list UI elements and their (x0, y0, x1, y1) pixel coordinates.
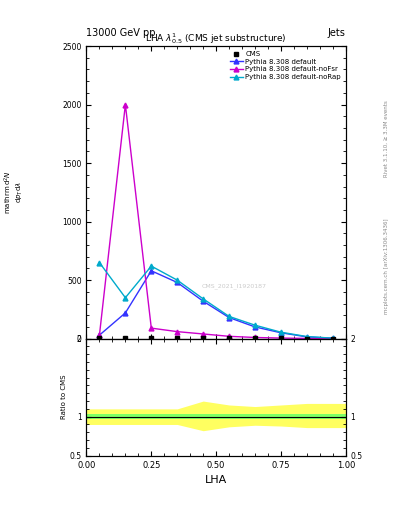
Pythia 8.308 default-noFsr (123, 101, 128, 108)
Pythia 8.308 default-noFsr (97, 332, 102, 338)
Pythia 8.308 default-noFsr (175, 329, 180, 335)
X-axis label: LHA: LHA (205, 475, 227, 485)
Pythia 8.308 default-noFsr (201, 331, 206, 337)
CMS (149, 335, 154, 341)
Line: Pythia 8.308 default-noRap: Pythia 8.308 default-noRap (97, 260, 335, 340)
Pythia 8.308 default-noFsr (227, 333, 231, 339)
Pythia 8.308 default-noRap (279, 329, 283, 335)
Pythia 8.308 default (305, 334, 309, 340)
Text: $\mathrm{mathrm\,d}^2N$
$\mathrm{d}p_T \mathrm{d}\lambda$: $\mathrm{mathrm\,d}^2N$ $\mathrm{d}p_T \… (2, 170, 25, 215)
Pythia 8.308 default-noRap (97, 260, 102, 266)
Pythia 8.308 default-noRap (305, 333, 309, 339)
Title: LHA $\lambda^{1}_{0.5}$ (CMS jet substructure): LHA $\lambda^{1}_{0.5}$ (CMS jet substru… (145, 31, 287, 46)
Pythia 8.308 default-noFsr (331, 335, 335, 342)
CMS (253, 335, 257, 342)
Pythia 8.308 default (149, 268, 154, 274)
Legend: CMS, Pythia 8.308 default, Pythia 8.308 default-noFsr, Pythia 8.308 default-noRa: CMS, Pythia 8.308 default, Pythia 8.308 … (227, 48, 344, 83)
Pythia 8.308 default (97, 332, 102, 338)
CMS (227, 335, 231, 342)
Pythia 8.308 default-noRap (149, 263, 154, 269)
Pythia 8.308 default (201, 298, 206, 304)
Pythia 8.308 default (175, 280, 180, 286)
Pythia 8.308 default-noFsr (279, 335, 283, 341)
CMS (97, 335, 102, 342)
Pythia 8.308 default-noRap (175, 277, 180, 283)
Line: CMS: CMS (97, 336, 335, 340)
Line: Pythia 8.308 default-noFsr: Pythia 8.308 default-noFsr (97, 102, 335, 341)
Pythia 8.308 default-noRap (253, 322, 257, 328)
Y-axis label: Ratio to CMS: Ratio to CMS (61, 375, 67, 419)
Text: 13000 GeV pp: 13000 GeV pp (86, 28, 156, 38)
Pythia 8.308 default-noRap (227, 313, 231, 319)
CMS (201, 335, 206, 342)
Pythia 8.308 default (253, 324, 257, 330)
Text: Jets: Jets (328, 28, 346, 38)
Line: Pythia 8.308 default: Pythia 8.308 default (97, 268, 335, 340)
Pythia 8.308 default (227, 314, 231, 321)
Pythia 8.308 default (331, 335, 335, 342)
Pythia 8.308 default-noFsr (149, 325, 154, 331)
Pythia 8.308 default (123, 310, 128, 316)
Pythia 8.308 default-noRap (123, 294, 128, 301)
Pythia 8.308 default (279, 330, 283, 336)
Text: Rivet 3.1.10, ≥ 3.3M events: Rivet 3.1.10, ≥ 3.3M events (384, 100, 389, 177)
Pythia 8.308 default-noFsr (305, 335, 309, 342)
Pythia 8.308 default-noRap (331, 335, 335, 342)
Pythia 8.308 default-noRap (201, 296, 206, 302)
Pythia 8.308 default-noFsr (253, 334, 257, 340)
CMS (175, 335, 180, 342)
CMS (123, 335, 128, 342)
CMS (279, 335, 283, 342)
CMS (305, 335, 309, 342)
CMS (331, 335, 335, 342)
Text: mcplots.cern.ch [arXiv:1306.3436]: mcplots.cern.ch [arXiv:1306.3436] (384, 219, 389, 314)
Text: CMS_2021_I1920187: CMS_2021_I1920187 (202, 283, 267, 289)
